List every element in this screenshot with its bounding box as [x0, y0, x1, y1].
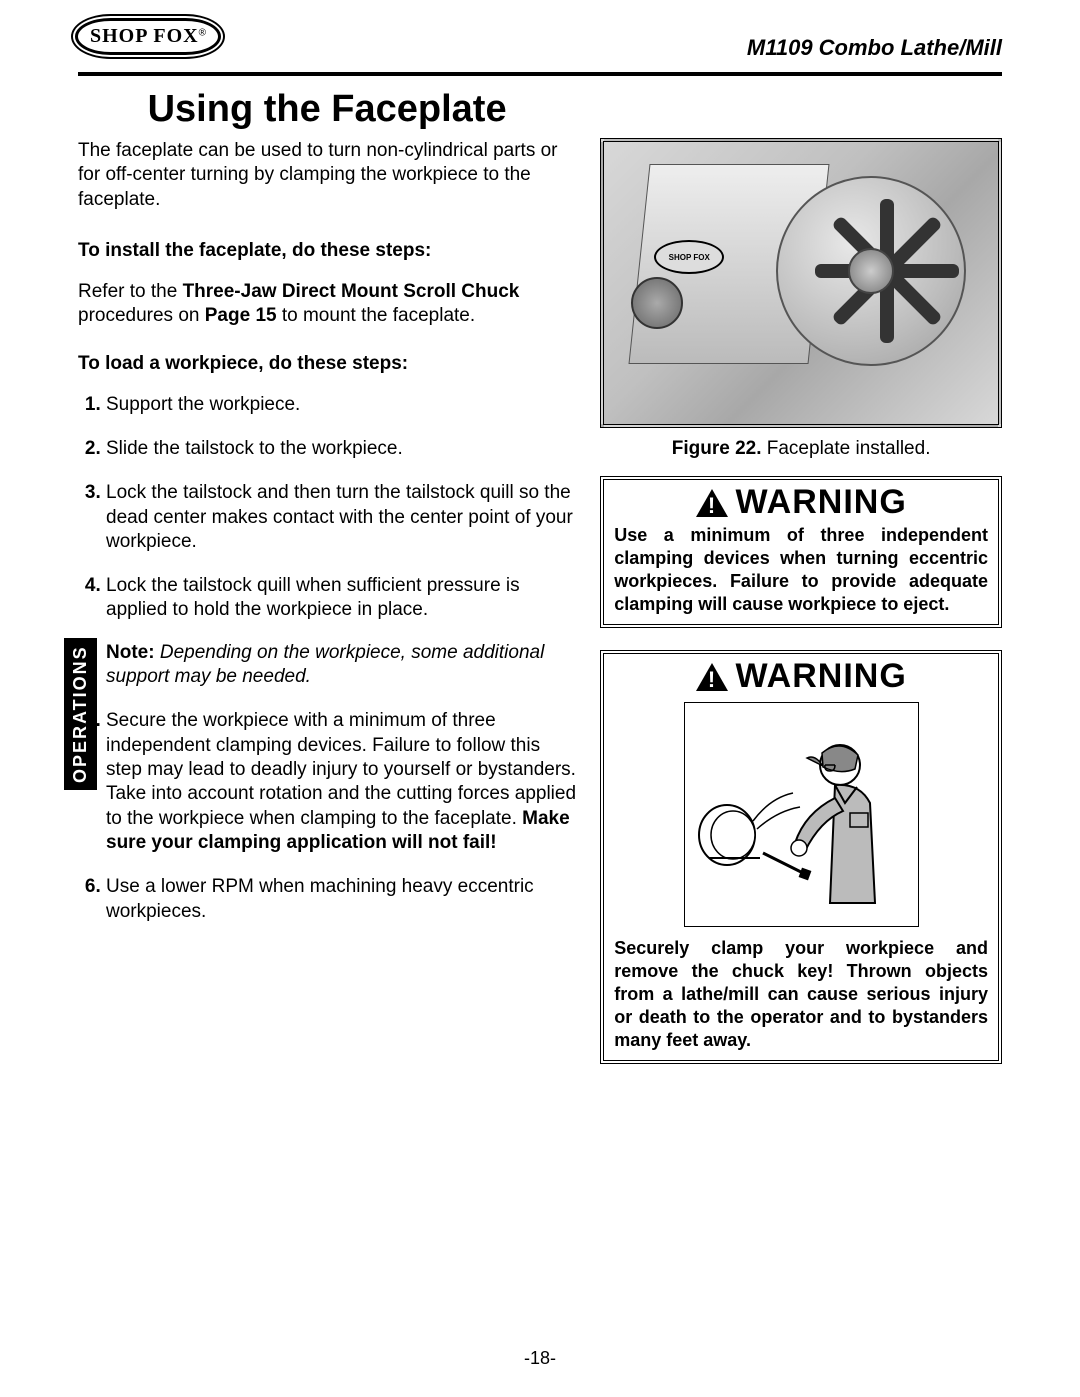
warning-2-text: Securely clamp your workpiece and remove… [614, 937, 988, 1052]
svg-text:!: ! [708, 667, 716, 692]
warning-illustration [684, 702, 919, 927]
page-title: Using the Faceplate [78, 88, 576, 131]
step-1: Support the workpiece. [106, 393, 576, 417]
caption-label: Figure 22. [672, 438, 762, 459]
step-4: Lock the tailstock quill when sufficient… [106, 574, 576, 689]
load-heading: To load a workpiece, do these steps: [78, 353, 576, 375]
step-4-text: Lock the tailstock quill when sufficient… [106, 575, 520, 620]
warning-header: ! WARNING [614, 483, 988, 522]
warning-header: ! WARNING [614, 657, 988, 696]
handwheel [631, 277, 683, 329]
svg-text:!: ! [708, 493, 716, 518]
right-column: SHOP FOX Figure 22. Faceplate installed. [600, 88, 1002, 1086]
warning-label: WARNING [735, 483, 906, 522]
reference-paragraph: Refer to the Three-Jaw Direct Mount Scro… [78, 280, 576, 329]
step-5-pre: Secure the workpiece with a minimum of t… [106, 710, 576, 828]
warning-label: WARNING [735, 657, 906, 696]
figure-22: SHOP FOX [600, 138, 1002, 428]
document-title: M1109 Combo Lathe/Mill [747, 35, 1002, 61]
header-rule [78, 72, 1002, 76]
intro-paragraph: The faceplate can be used to turn non-cy… [78, 139, 576, 212]
note-label: Note: [106, 642, 155, 663]
warning-1-text: Use a minimum of three independent clamp… [614, 524, 988, 616]
page-number: -18- [0, 1348, 1080, 1369]
ref-bold: Three-Jaw Direct Mount Scroll Chuck [183, 281, 520, 302]
logo-reg: ® [199, 28, 206, 39]
step-3: Lock the tailstock and then turn the tai… [106, 481, 576, 554]
ref-mid: procedures on [78, 305, 205, 326]
machine-badge: SHOP FOX [654, 240, 724, 274]
step-5: Secure the workpiece with a minimum of t… [106, 709, 576, 855]
ref-page: Page 15 [205, 305, 277, 326]
install-heading: To install the faceplate, do these steps… [78, 240, 576, 262]
warning-icon: ! [695, 488, 729, 518]
ref-post: to mount the faceplate. [277, 305, 476, 326]
caption-text: Faceplate installed. [761, 438, 930, 459]
steps-list: Support the workpiece. Slide the tailsto… [78, 393, 576, 924]
warning-box-2: ! WARNING [600, 650, 1002, 1064]
faceplate-disc [776, 176, 966, 366]
warning-box-1: ! WARNING Use a minimum of three indepen… [600, 476, 1002, 628]
note-body: Depending on the workpiece, some additio… [106, 642, 544, 687]
step-2: Slide the tailstock to the workpiece. [106, 437, 576, 461]
left-column: Using the Faceplate The faceplate can be… [78, 88, 576, 1086]
figure-caption: Figure 22. Faceplate installed. [600, 438, 1002, 460]
brand-logo: SHOP FOX® [75, 18, 221, 55]
faceplate-hub [848, 248, 894, 294]
step-6: Use a lower RPM when machining heavy ecc… [106, 875, 576, 924]
ref-pre: Refer to the [78, 281, 183, 302]
logo-text: SHOP FOX [90, 25, 199, 47]
warning-icon: ! [695, 662, 729, 692]
